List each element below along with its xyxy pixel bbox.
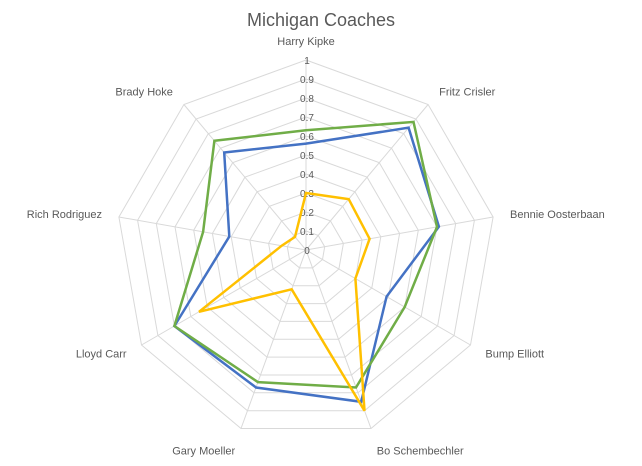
grid-ring: [230, 173, 382, 322]
grid-spoke: [305, 249, 372, 429]
grid-spoke: [118, 216, 307, 251]
tick-label: 0.3: [300, 189, 314, 200]
grid-spoke: [305, 249, 471, 346]
tick-label: 0.9: [300, 75, 314, 86]
tick-label: 0.4: [300, 170, 314, 181]
grid-spoke: [141, 249, 307, 346]
grid-ring: [193, 135, 419, 358]
series-line-1: [172, 126, 441, 404]
grid-ring: [118, 59, 494, 429]
category-label: Brady Hoke: [115, 86, 172, 98]
category-label: Fritz Crisler: [439, 86, 496, 98]
category-label: Bo Schembechler: [377, 446, 464, 458]
tick-label: 0.7: [300, 113, 314, 124]
category-label: Harry Kipke: [277, 36, 334, 48]
grid-ring: [174, 116, 438, 376]
grid-ring: [155, 97, 457, 394]
tick-label: 0.6: [300, 132, 314, 143]
grid-ring: [268, 211, 344, 287]
grid-spoke: [183, 104, 307, 251]
chart-title: Michigan Coaches: [246, 10, 396, 30]
series-line-2: [172, 120, 439, 389]
tick-label: 0.5: [300, 151, 314, 162]
category-label: Bennie Oosterbaan: [510, 209, 605, 221]
grid-spoke: [305, 216, 494, 251]
category-label: Lloyd Carr: [76, 349, 127, 361]
grid-spoke: [240, 249, 307, 429]
tick-label: 0: [304, 246, 310, 257]
tick-label: 0.8: [300, 94, 314, 105]
category-label: Gary Moeller: [172, 446, 235, 458]
grid-ring: [137, 78, 475, 412]
category-label: Bump Elliott: [485, 349, 544, 361]
grid-ring: [249, 192, 363, 305]
tick-label: 1: [304, 56, 310, 67]
series-line-3: [198, 191, 371, 412]
tick-label: 0.1: [300, 227, 314, 238]
category-label: Rich Rodriguez: [27, 209, 102, 221]
tick-label: 0.2: [300, 208, 314, 219]
